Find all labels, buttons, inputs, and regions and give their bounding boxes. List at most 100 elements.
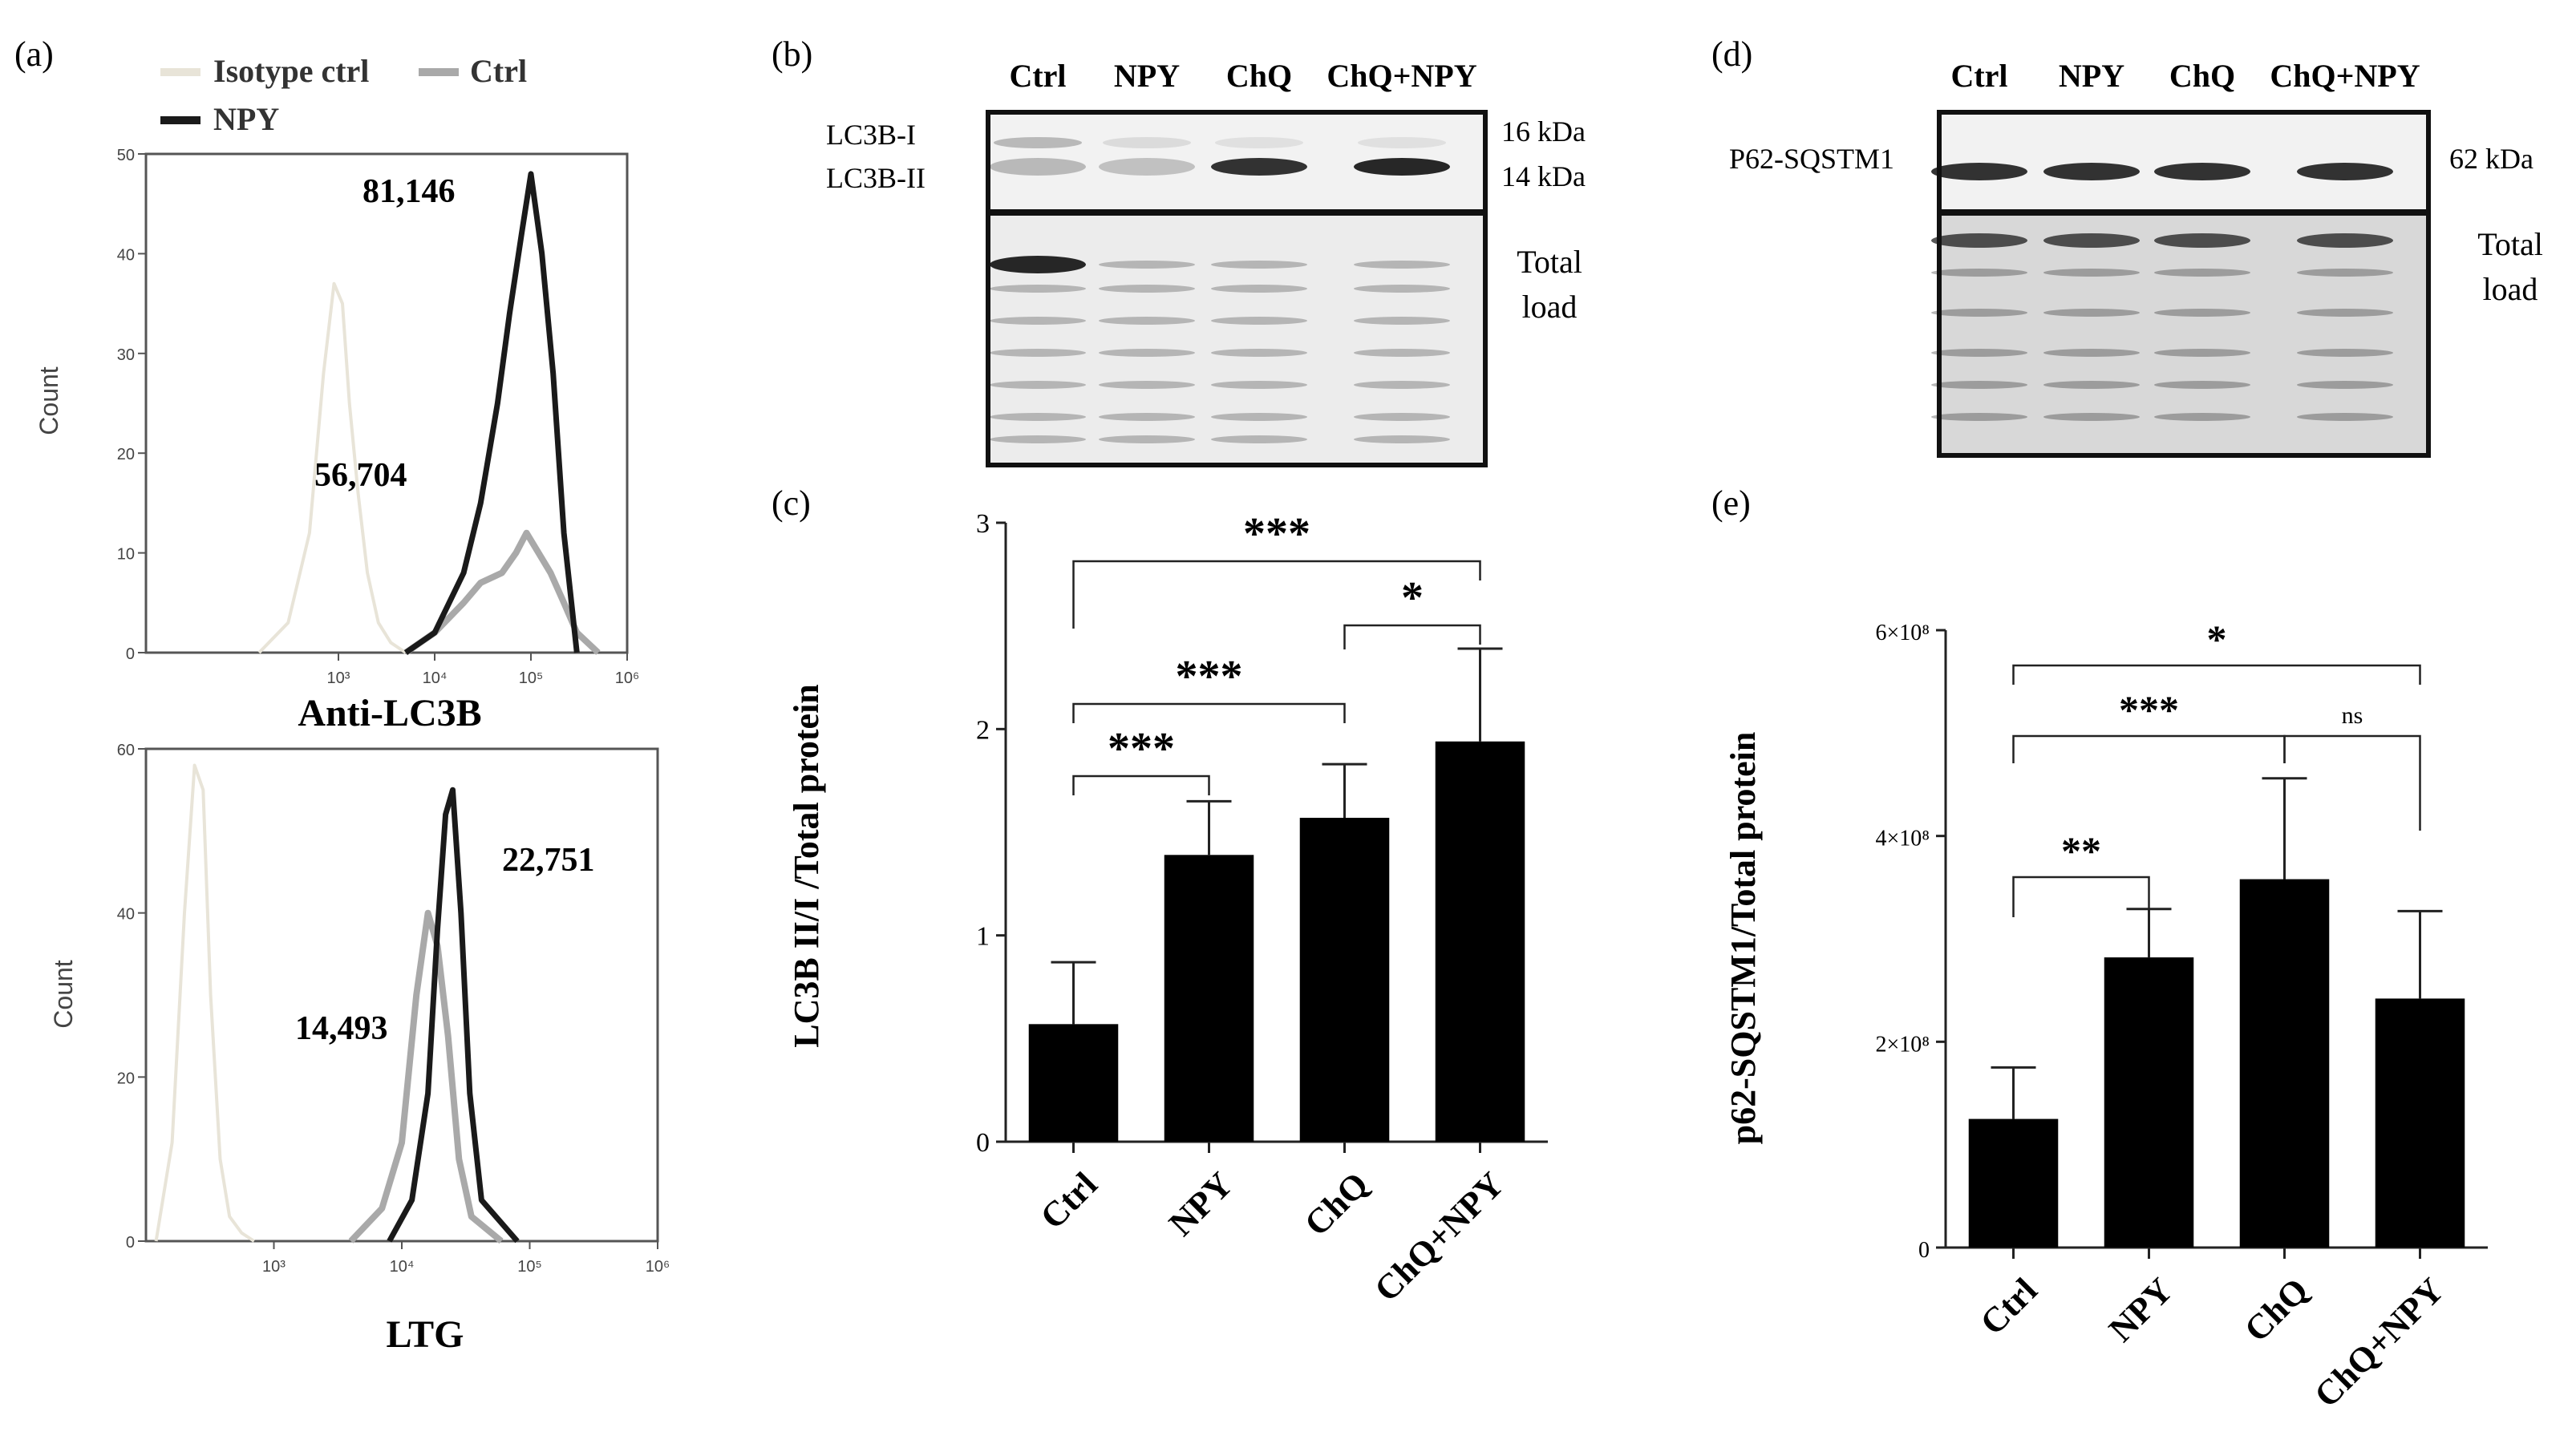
significance-label: *** xyxy=(1243,509,1310,559)
total-load-label: Total xyxy=(2477,226,2543,262)
series-line-ctrl xyxy=(348,909,504,1244)
total-load-label-2: load xyxy=(2483,271,2538,307)
data-label-npy-mfi: 81,146 xyxy=(363,173,456,210)
blot-load-band xyxy=(1931,381,2027,389)
blot-load-band xyxy=(1099,261,1195,269)
series-line-isotype-ctrl xyxy=(257,281,407,654)
blot-load-band xyxy=(1211,317,1307,325)
x-tick-label: 10⁶ xyxy=(615,669,639,687)
blot-load-band xyxy=(2297,349,2393,357)
blot-band-lc3b-i xyxy=(1358,137,1446,148)
legend-label-isotype: Isotype ctrl xyxy=(213,53,369,89)
y-axis-label: Count xyxy=(49,960,78,1029)
data-label-ctrl-mfi: 56,704 xyxy=(314,457,407,494)
blot-load-band xyxy=(2297,233,2393,248)
blot-band-lc3b-ii xyxy=(1211,158,1307,176)
lane-label-chq: ChQ xyxy=(1226,58,1292,94)
blot-load-band xyxy=(990,435,1086,443)
western-blot-lc3b: Ctrl NPY ChQ ChQ+NPY LC3B-I LC3B-II 16 k… xyxy=(826,58,1586,467)
blot-load-band xyxy=(1931,309,2027,317)
blot-load-band xyxy=(1354,261,1450,269)
blot-band-lc3b-i xyxy=(1103,137,1191,148)
y-tick-label: 40 xyxy=(117,246,135,264)
significance-bracket xyxy=(1072,775,1210,795)
x-tick-label: Ctrl xyxy=(1973,1270,2045,1342)
y-tick-label: 0 xyxy=(1918,1238,1930,1263)
band-label-lc3b-i: LC3B-I xyxy=(826,119,916,151)
bar-chart-lc3b: LC3B II/I /Total protein 0 1 2 3 Ctrl NPY ChQC… xyxy=(787,509,1548,1309)
band-label-lc3b-ii: LC3B-II xyxy=(826,162,925,194)
bar-ctrl xyxy=(1968,1118,2059,1248)
blot-load-band xyxy=(2297,269,2393,277)
y-tick-label: 20 xyxy=(117,446,135,463)
blot-load-band xyxy=(990,256,1086,273)
blot-load-band xyxy=(1099,435,1195,443)
x-tick-label: ChQ xyxy=(2237,1270,2316,1349)
blot-load-band xyxy=(1354,349,1450,357)
blot-load-band xyxy=(1099,349,1195,357)
series-line-ctrl xyxy=(403,529,601,656)
y-axis-label: LC3B II/I /Total protein xyxy=(787,684,826,1048)
blot-load-band xyxy=(1099,381,1195,389)
kda-label-14: 14 kDa xyxy=(1501,160,1586,192)
blot-load-band xyxy=(990,381,1086,389)
blot-load-band xyxy=(2154,269,2250,277)
y-tick-label: 2 xyxy=(976,715,990,745)
blot-load-band xyxy=(1211,413,1307,421)
data-label-ctrl-mfi: 14,493 xyxy=(295,1010,388,1047)
blot-load-band xyxy=(1099,413,1195,421)
lane-label-ctrl: Ctrl xyxy=(1009,58,1066,94)
panel-label-b: (b) xyxy=(772,34,812,74)
panel-label-c: (c) xyxy=(772,483,811,523)
blot-load-band xyxy=(1211,349,1307,357)
blot-load-band xyxy=(1099,317,1195,325)
legend-label-npy: NPY xyxy=(213,101,279,137)
lane-label-ctrl: Ctrl xyxy=(1950,58,2007,94)
y-axis-label: Count xyxy=(34,366,63,435)
blot-load-band xyxy=(2043,309,2140,317)
blot-load-band xyxy=(2043,269,2140,277)
significance-label: *** xyxy=(2119,687,2179,732)
blot-load-band xyxy=(1211,381,1307,389)
blot-load-band xyxy=(1354,381,1450,389)
total-load-label: Total xyxy=(1517,244,1582,280)
y-tick-label: 30 xyxy=(117,346,135,364)
blot-load-band xyxy=(2297,381,2393,389)
blot-load-band xyxy=(1931,233,2027,248)
blot-image-p62 xyxy=(1937,110,2431,214)
blot-load-band xyxy=(2043,381,2140,389)
blot-image-total-load-b xyxy=(986,211,1488,467)
panel-label-a: (a) xyxy=(14,34,54,74)
kda-label-62: 62 kDa xyxy=(2449,143,2533,175)
y-tick-label: 0 xyxy=(976,1128,990,1158)
y-tick-label: 20 xyxy=(117,1070,135,1087)
y-tick-label: 4×10⁸ xyxy=(1875,827,1930,851)
blot-band-lc3b-ii xyxy=(1099,158,1195,176)
x-tick-label: 10⁵ xyxy=(519,669,544,687)
band-label-p62: P62-SQSTM1 xyxy=(1729,143,1894,175)
flow-histogram-lc3b: 0 10 20 30 40 50 10³ 10⁴ 10⁵ 10⁶ Count Anti-LC3B… xyxy=(34,147,639,734)
y-tick-label: 0 xyxy=(126,1234,135,1252)
y-tick-label: 3 xyxy=(976,509,990,539)
significance-bracket xyxy=(2012,664,2421,685)
kda-label-16: 16 kDa xyxy=(1501,115,1586,148)
significance-label: * xyxy=(2207,617,2227,661)
significance-bracket xyxy=(2012,734,2286,763)
blot-load-band xyxy=(1354,285,1450,293)
bar-npy xyxy=(1164,855,1254,1142)
blot-load-band xyxy=(2297,309,2393,317)
y-tick-label: 50 xyxy=(117,147,135,164)
blot-band-p62 xyxy=(1931,163,2027,180)
blot-load-band xyxy=(1211,285,1307,293)
blot-load-band xyxy=(990,349,1086,357)
significance-bracket xyxy=(1343,624,1481,649)
series-line-isotype-ctrl xyxy=(154,763,255,1243)
blot-load-band xyxy=(1099,285,1195,293)
y-tick-label: 2×10⁸ xyxy=(1875,1032,1930,1057)
y-axis-label: p62-SQSTM1/Total protein xyxy=(1723,732,1763,1145)
blot-load-band xyxy=(1354,317,1450,325)
blot-load-band xyxy=(1931,349,2027,357)
significance-label: * xyxy=(1401,573,1424,623)
x-tick-label: 10⁶ xyxy=(646,1258,670,1276)
